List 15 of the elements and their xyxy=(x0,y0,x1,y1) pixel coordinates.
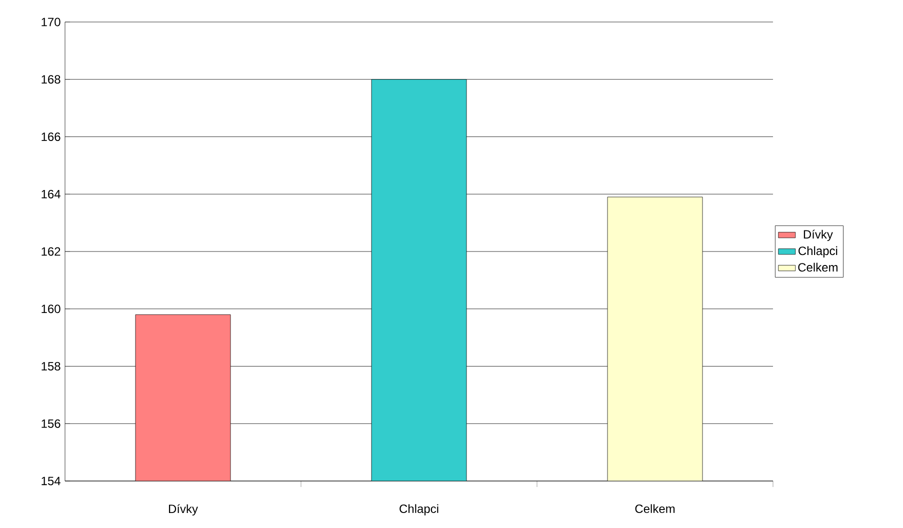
y-tick-label: 168 xyxy=(42,75,60,84)
y-tick-label: 156 xyxy=(42,419,60,428)
x-tick-label: Dívky xyxy=(168,504,198,516)
y-tick-label: 162 xyxy=(42,247,60,256)
legend-label: Celkem xyxy=(798,262,838,272)
y-tick-label: 158 xyxy=(42,362,60,371)
legend-label: Chlapci xyxy=(798,246,838,258)
legend-label: Dívky xyxy=(804,230,833,242)
y-tick-label: 164 xyxy=(42,190,60,198)
y-tick-label: 166 xyxy=(42,132,60,141)
y-tick-label: 170 xyxy=(42,18,60,26)
x-tick-label: Chlapci xyxy=(400,504,438,516)
y-tick-label: 154 xyxy=(42,476,60,486)
x-tick-label: Celkem xyxy=(635,504,675,514)
y-tick-label: 160 xyxy=(42,304,60,314)
